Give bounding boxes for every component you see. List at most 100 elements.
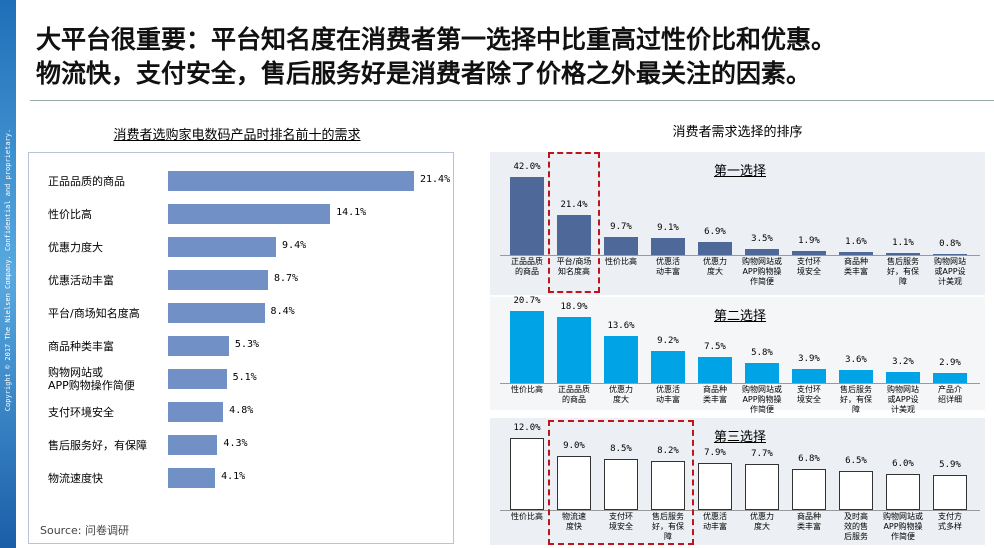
category-label: 平台/商场 知名度高 — [556, 257, 592, 276]
category-label: 物流速 度快 — [562, 512, 586, 531]
bar — [651, 351, 685, 383]
bar — [839, 252, 873, 255]
bar — [792, 251, 826, 255]
category-label: 优惠活 动丰富 — [656, 257, 680, 276]
bar — [698, 462, 732, 510]
value-label: 12.0% — [513, 423, 541, 433]
bar — [168, 369, 227, 389]
category-label: 平台/商场知名度高 — [48, 306, 140, 320]
bar — [792, 369, 826, 383]
chart-frame — [28, 152, 454, 544]
baseline — [500, 510, 980, 511]
category-label: 售后服务好，有保障 — [48, 438, 147, 452]
panel-title: 第一选择 — [713, 164, 766, 179]
value-label: 2.9% — [939, 357, 961, 368]
category-label: 售后服务 好，有保 障 — [840, 385, 872, 414]
category-label: 购物网站或 APP购物操 作简便 — [742, 385, 782, 414]
value-label: 6.5% — [845, 456, 867, 466]
category-label: 商品种 类丰富 — [844, 257, 868, 276]
value-label: 7.5% — [704, 341, 726, 352]
bar — [698, 242, 732, 255]
bar — [933, 253, 967, 255]
category-label: 购物网站或 APP购物操 作简便 — [742, 257, 782, 286]
bar — [604, 459, 638, 510]
bar — [839, 370, 873, 383]
category-label: 性价比高 — [48, 207, 92, 221]
value-label: 3.9% — [798, 354, 820, 365]
bar — [557, 456, 591, 510]
bar — [886, 474, 920, 510]
category-label: 优惠力度大 — [48, 240, 103, 254]
category-label: 支付环 境安全 — [609, 512, 633, 531]
value-label: 7.7% — [751, 448, 773, 459]
title: 大平台很重要：平台知名度在消费者第一选择中比重高过性价比和优惠。 — [36, 25, 837, 54]
category-label: 优惠力 度大 — [609, 385, 633, 404]
category-label: 性价比高 — [511, 385, 543, 394]
bar — [839, 471, 873, 510]
divider — [30, 100, 994, 101]
value-label: 8.7% — [274, 273, 299, 284]
bar — [510, 177, 544, 255]
category-label: 及时高 效的售 后服务 — [844, 512, 868, 541]
category-label: 优惠力 度大 — [750, 512, 774, 531]
bar — [510, 438, 544, 510]
value-label: 1.6% — [845, 237, 867, 248]
value-label: 3.6% — [845, 355, 867, 366]
value-label: 21.4% — [420, 174, 451, 185]
value-label: 9.1% — [657, 223, 679, 234]
chart-title: 消费者选购家电数码产品时排名前十的需求 — [113, 128, 361, 143]
value-label: 8.4% — [270, 306, 295, 317]
category-label: 正品品质的商品 — [48, 174, 125, 188]
baseline — [500, 383, 980, 384]
value-label: 18.9% — [560, 302, 588, 313]
value-label: 42.0% — [513, 162, 541, 172]
category-label: 优惠力 度大 — [703, 257, 727, 276]
bar — [168, 402, 224, 422]
title: 物流快，支付安全，售后服务好是消费者除了价格之外最关注的因素。 — [36, 59, 812, 88]
bar — [792, 469, 826, 510]
category-label: 支付环 境安全 — [797, 257, 821, 276]
category-label: 支付环境安全 — [48, 405, 114, 419]
category-label: 优惠活 动丰富 — [703, 512, 727, 531]
bar — [168, 303, 265, 323]
bar — [510, 311, 544, 383]
value-label: 5.8% — [751, 347, 773, 358]
panel-title: 第三选择 — [713, 430, 766, 445]
value-label: 4.8% — [229, 405, 254, 416]
value-label: 3.2% — [892, 356, 914, 367]
bar — [886, 371, 920, 383]
source: Source: 问卷调研 — [40, 524, 129, 537]
bar — [933, 474, 967, 510]
side-stripe — [0, 0, 16, 548]
value-label: 4.1% — [221, 471, 246, 482]
right-heading: 消费者需求选择的排序 — [672, 125, 803, 140]
value-label: 6.9% — [704, 227, 726, 238]
highlight-box — [548, 420, 694, 545]
bar — [933, 372, 967, 383]
category-label: 性价比高 — [605, 257, 637, 266]
value-label: 9.0% — [563, 441, 585, 451]
category-label: 产品介 绍详细 — [938, 385, 962, 404]
category-label: 商品种 类丰富 — [797, 512, 821, 531]
category-label: 优惠活 动丰富 — [656, 385, 680, 404]
category-label: 商品种 类丰富 — [703, 385, 727, 404]
value-label: 0.8% — [939, 238, 961, 249]
bar — [604, 236, 638, 255]
bar — [557, 215, 591, 255]
bar — [745, 362, 779, 383]
category-label: 正品品质 的商品 — [511, 257, 543, 276]
value-label: 5.9% — [939, 459, 961, 470]
bar — [745, 463, 779, 510]
value-label: 1.9% — [798, 236, 820, 247]
category-label: 购物网站 或APP设 计美观 — [887, 385, 919, 414]
value-label: 5.1% — [232, 372, 257, 383]
value-label: 6.8% — [798, 454, 820, 465]
value-label: 13.6% — [607, 320, 635, 331]
bar — [651, 460, 685, 510]
bar — [168, 204, 331, 224]
value-label: 1.1% — [892, 237, 914, 248]
category-label: 购物网站或 APP购物操 作简便 — [883, 512, 923, 541]
value-label: 4.3% — [223, 438, 248, 449]
bar — [168, 336, 229, 356]
